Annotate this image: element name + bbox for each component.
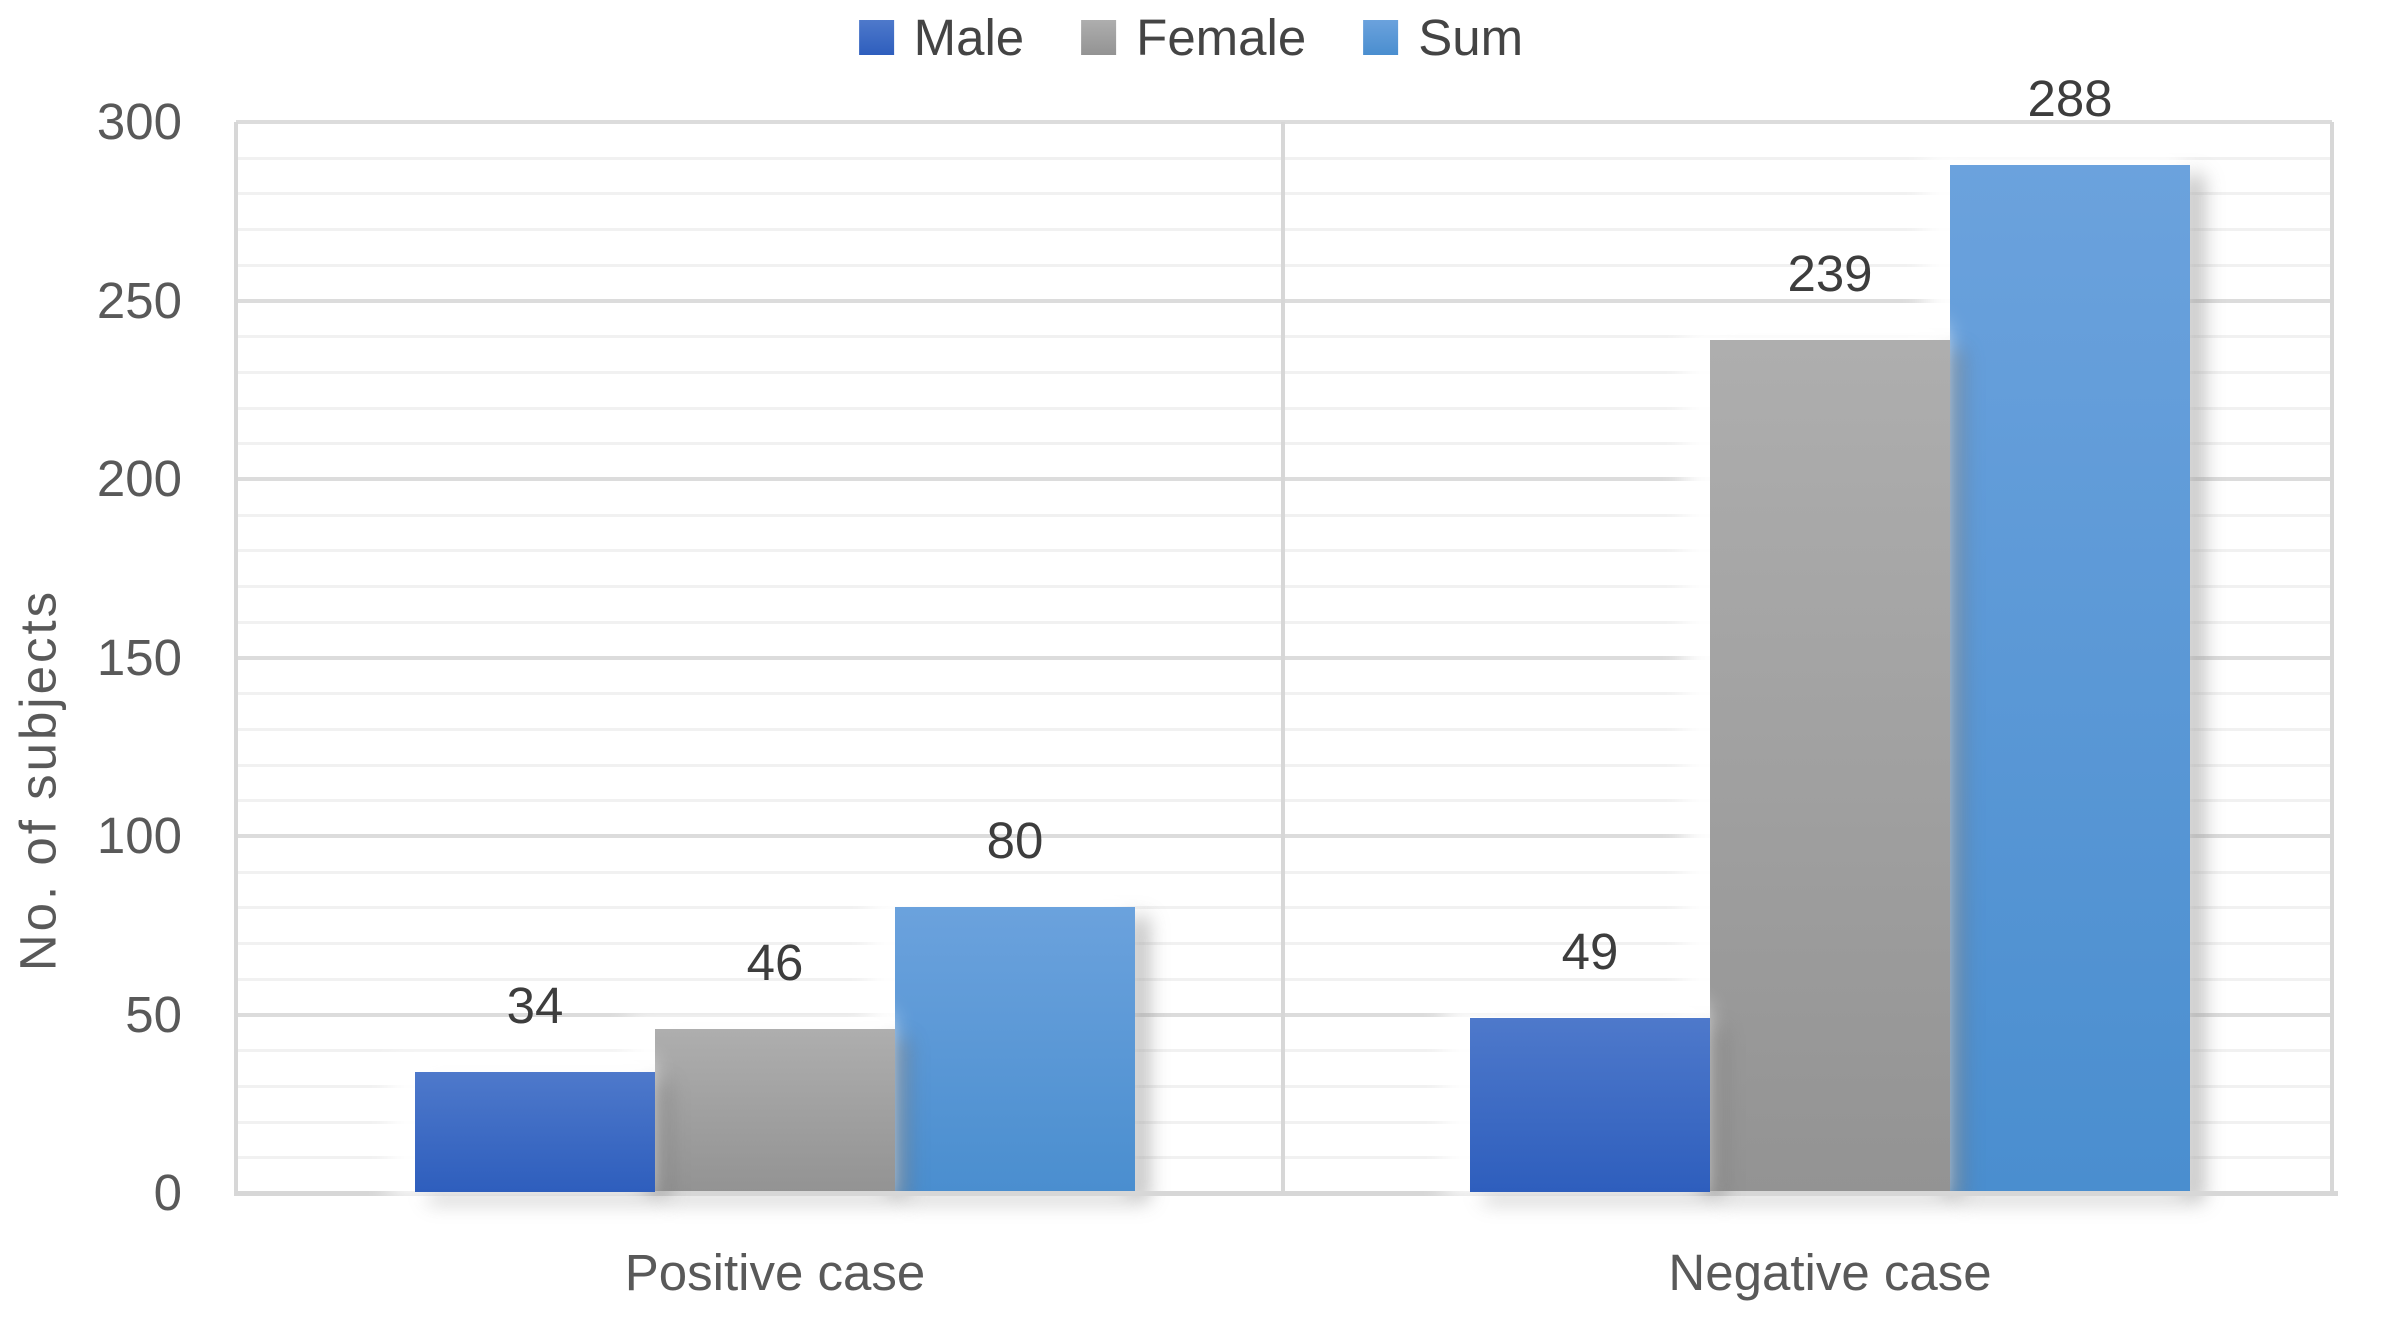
legend: Male Female Sum: [858, 9, 1523, 66]
data-label: 34: [506, 976, 564, 1034]
data-label: 80: [986, 812, 1044, 870]
data-label: 239: [1787, 244, 1873, 302]
legend-item-female: Female: [1081, 12, 1306, 63]
legend-swatch-icon: [858, 20, 894, 55]
data-label: 288: [2027, 69, 2113, 127]
data-label: 49: [1561, 923, 1619, 981]
y-axis-title: No. of subjects: [9, 588, 67, 972]
legend-swatch-icon: [1081, 20, 1117, 55]
bar-sum-2: [1950, 164, 2190, 1192]
x-axis-line: [234, 1191, 2338, 1196]
y-tick-label: 250: [96, 271, 182, 329]
legend-item-sum: Sum: [1363, 12, 1523, 63]
bar-male-1: [415, 1071, 655, 1192]
plot-right-border: [2330, 122, 2334, 1195]
x-category-label: Negative case: [1668, 1244, 1992, 1301]
y-tick-label: 100: [96, 807, 182, 864]
category-divider-gridline: [1281, 122, 1285, 1195]
legend-label: Sum: [1418, 9, 1524, 66]
bar-female-2: [1710, 339, 1950, 1192]
y-tick-label: 50: [125, 985, 182, 1043]
bar-female-1: [655, 1028, 895, 1192]
y-tick-label: 300: [96, 93, 182, 150]
bar-sum-1: [895, 907, 1135, 1192]
bar-male-2: [1470, 1018, 1710, 1192]
data-label: 46: [746, 933, 804, 991]
legend-label: Female: [1136, 9, 1307, 66]
y-tick-label: 150: [96, 628, 182, 686]
y-axis-line: [234, 122, 238, 1195]
legend-label: Male: [913, 9, 1025, 66]
y-tick-label: 0: [153, 1164, 182, 1221]
x-category-label: Positive case: [624, 1244, 926, 1301]
legend-item-male: Male: [858, 9, 1025, 66]
legend-swatch-icon: [1363, 20, 1399, 55]
y-tick-label: 200: [96, 450, 182, 507]
